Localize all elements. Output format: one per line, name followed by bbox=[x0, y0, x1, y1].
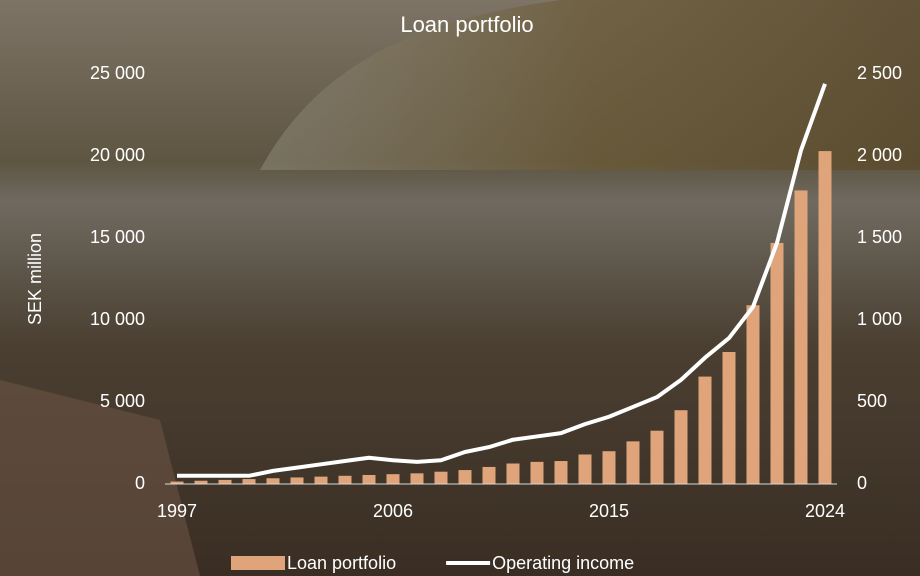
y2-tick-label: 2 000 bbox=[857, 145, 902, 165]
bar bbox=[626, 441, 640, 484]
y2-tick-label: 1 000 bbox=[857, 309, 902, 329]
y-axis-label: SEK million bbox=[25, 233, 45, 325]
bar bbox=[266, 478, 280, 484]
bar bbox=[602, 451, 616, 484]
bar bbox=[362, 474, 376, 484]
bar bbox=[818, 151, 832, 484]
y-tick-label: 10 000 bbox=[90, 309, 145, 329]
line bbox=[177, 83, 827, 478]
chart-title: Loan portfolio bbox=[400, 12, 533, 37]
y2-tick-label: 1 500 bbox=[857, 227, 902, 247]
y2-tick-label: 2 500 bbox=[857, 63, 902, 83]
bar bbox=[410, 473, 424, 484]
bar bbox=[194, 480, 208, 484]
bar bbox=[482, 466, 496, 484]
bar bbox=[698, 376, 712, 484]
bar bbox=[650, 430, 664, 484]
bar bbox=[674, 410, 688, 484]
bar bbox=[554, 461, 568, 484]
y2-tick-label: 500 bbox=[857, 391, 887, 411]
y-tick-label: 25 000 bbox=[90, 63, 145, 83]
bar bbox=[578, 454, 592, 484]
bar bbox=[338, 475, 352, 484]
bar bbox=[170, 481, 184, 484]
y-tick-label: 15 000 bbox=[90, 227, 145, 247]
legend: Loan portfolio Operating income bbox=[231, 553, 634, 573]
bar bbox=[242, 479, 256, 484]
bar bbox=[530, 461, 544, 484]
y-tick-label: 5 000 bbox=[100, 391, 145, 411]
bar bbox=[314, 476, 328, 484]
y-tick-label: 0 bbox=[135, 473, 145, 493]
bar bbox=[722, 351, 736, 484]
bar bbox=[458, 470, 472, 484]
y2-tick-label: 0 bbox=[857, 473, 867, 493]
dock bbox=[0, 380, 200, 576]
legend-label: Operating income bbox=[492, 553, 634, 573]
hill bbox=[260, 0, 920, 170]
x-tick-label: 1997 bbox=[157, 501, 197, 521]
bar bbox=[746, 305, 760, 484]
legend-label: Loan portfolio bbox=[287, 553, 396, 573]
legend-swatch bbox=[231, 556, 285, 570]
bar bbox=[506, 463, 520, 484]
bar bbox=[218, 479, 232, 484]
bar bbox=[290, 477, 304, 484]
bar bbox=[386, 474, 400, 484]
x-tick-label: 2006 bbox=[373, 501, 413, 521]
bar bbox=[434, 471, 448, 484]
bar bbox=[794, 190, 808, 484]
y-tick-label: 20 000 bbox=[90, 145, 145, 165]
x-tick-label: 2024 bbox=[805, 501, 845, 521]
bar bbox=[770, 242, 784, 484]
x-tick-label: 2015 bbox=[589, 501, 629, 521]
